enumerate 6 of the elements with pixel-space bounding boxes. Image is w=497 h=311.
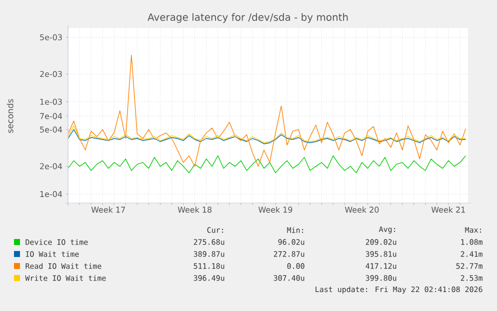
y-axis-title: seconds: [6, 99, 14, 133]
chart-title: Average latency for /dev/sda - by month: [148, 13, 348, 23]
line-series: [68, 125, 466, 144]
line-series: [68, 54, 466, 167]
line-series: [68, 129, 466, 144]
line-series: [68, 155, 466, 174]
